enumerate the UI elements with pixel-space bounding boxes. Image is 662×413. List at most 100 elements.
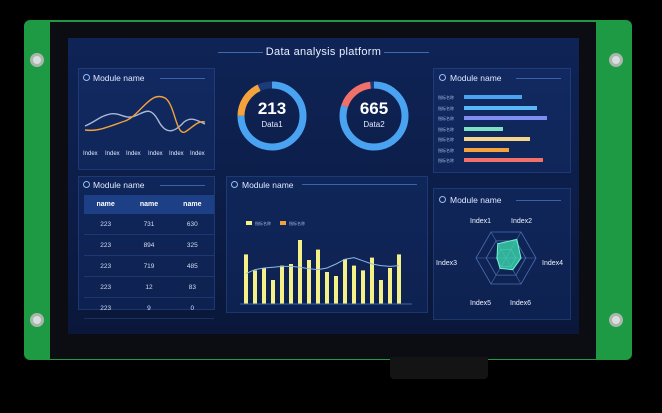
table-cell: 223 (84, 255, 128, 277)
x-tick-label: Index (169, 151, 184, 157)
bar (370, 257, 374, 304)
bar (334, 276, 338, 304)
series-line (84, 95, 206, 133)
table-row: 223 719 485 (84, 255, 214, 277)
x-tick-label: Index (126, 151, 141, 157)
table-row: 223 12 83 (84, 276, 214, 298)
table-cell: 630 (170, 214, 214, 235)
table-cell: 731 (127, 214, 171, 235)
bar-chart (240, 240, 412, 305)
mounting-hole-icon (30, 53, 44, 67)
module-dot-icon (83, 181, 90, 188)
radar-axis-label: Index3 (436, 260, 458, 267)
data-table: name name name 223 731 630 223 894 325 2… (84, 195, 214, 319)
bar (379, 280, 383, 304)
hbar-label: 指标名称 (438, 137, 454, 142)
bar (343, 259, 347, 304)
table-cell: 223 (84, 276, 128, 298)
bar (397, 254, 401, 304)
hbar-label: 指标名称 (438, 158, 454, 163)
hbar-label: 指标名称 (438, 126, 454, 132)
radar-axis-label: Index6 (510, 300, 532, 307)
module-dot-icon (231, 181, 238, 188)
gauge-value: 665 (359, 99, 389, 118)
bar (289, 264, 293, 304)
mounting-hole-icon (609, 53, 623, 67)
legend-label: 指标名称 (255, 221, 271, 226)
panel-title: Module name (93, 73, 145, 83)
panel-divider (516, 200, 561, 201)
table-row: 223 894 325 (84, 234, 214, 256)
hbar-chart-panel (433, 68, 571, 173)
mounting-hole-icon (609, 313, 623, 327)
legend-swatch (246, 221, 252, 225)
bar (307, 260, 311, 304)
mounting-hole-icon (30, 313, 44, 327)
panel-divider (516, 78, 561, 79)
panel-title: Module name (450, 195, 502, 205)
gauge-data1 (237, 81, 307, 151)
x-tick-label: Index (190, 151, 205, 157)
panel-title: Module name (242, 180, 294, 190)
page-title: Data analysis platform (265, 46, 382, 58)
module-dot-icon (439, 74, 446, 81)
gauge-arc (339, 81, 409, 151)
bar (316, 249, 320, 304)
title-divider (218, 52, 263, 53)
bar (280, 265, 284, 304)
hbar-label: 指标名称 (438, 105, 454, 111)
bar (253, 270, 257, 304)
table-cell: 719 (127, 255, 171, 277)
table-cell: 223 (84, 214, 128, 235)
bar (262, 268, 266, 304)
x-tick-label: Index (83, 151, 98, 157)
panel-title: Module name (93, 180, 145, 190)
table-cell: 894 (127, 234, 171, 256)
table-header-row: name name name (84, 195, 214, 214)
hbar (464, 105, 538, 110)
hbar (464, 158, 543, 162)
dashboard-screen: Data analysis platform Module name Index… (68, 38, 579, 334)
panel-divider (302, 184, 417, 185)
radar-axis-label: Index4 (542, 260, 564, 267)
table-cell: 12 (127, 276, 171, 298)
hbar-label: 指标名称 (438, 116, 454, 121)
hbar-label: 指标名称 (438, 95, 454, 100)
module-dot-icon (439, 196, 446, 203)
bar (271, 280, 275, 304)
ribbon-connector (390, 357, 488, 379)
table-cell: 9 (127, 297, 171, 319)
bar (361, 270, 365, 304)
series-line (84, 110, 206, 132)
bar (298, 240, 302, 304)
gauge-label: Data1 (261, 120, 283, 129)
bar (352, 265, 356, 304)
column-header: name (170, 195, 214, 214)
gauge-data2 (339, 81, 409, 151)
x-tick-label: Index (105, 151, 120, 157)
radar-axis-label: Index2 (511, 218, 533, 225)
line-chart (84, 95, 206, 133)
table-cell: 0 (170, 297, 214, 319)
table-cell: 223 (84, 297, 128, 319)
table-cell: 485 (170, 255, 214, 277)
legend-swatch (280, 221, 286, 225)
panel-title: Module name (450, 73, 502, 83)
hbar (464, 126, 504, 131)
hbar (464, 116, 547, 120)
panel-divider (160, 78, 205, 79)
hbar-label: 指标名称 (438, 147, 454, 153)
title-divider (384, 52, 429, 53)
table-cell: 83 (170, 276, 214, 298)
column-header: name (84, 195, 128, 214)
panel-divider (160, 185, 205, 186)
column-header: name (127, 195, 171, 214)
radar-axis-label: Index1 (470, 218, 492, 225)
module-dot-icon (83, 74, 90, 81)
hbar (464, 95, 523, 99)
table-row: 223 9 0 (84, 297, 214, 319)
x-tick-label: Index (148, 151, 163, 157)
trend-line (245, 257, 400, 275)
radar-axis-label: Index5 (470, 300, 492, 307)
bar (325, 272, 329, 304)
